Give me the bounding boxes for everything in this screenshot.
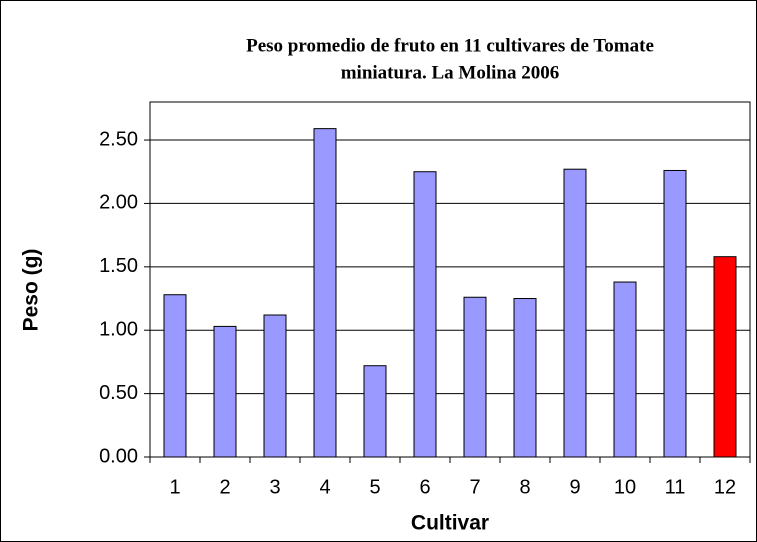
x-tick-label: 8 xyxy=(519,476,530,498)
bar xyxy=(263,314,287,458)
bar xyxy=(313,128,337,458)
x-tick-label: 2 xyxy=(219,476,230,498)
bar xyxy=(663,169,687,458)
bar xyxy=(363,365,387,458)
y-tick-label: 2.50 xyxy=(99,128,138,150)
bar xyxy=(613,281,637,458)
bar xyxy=(563,168,587,458)
bar xyxy=(513,298,537,458)
bar xyxy=(413,171,437,458)
x-tick-label: 5 xyxy=(369,476,380,498)
x-tick-label: 1 xyxy=(169,476,180,498)
x-tick-label: 7 xyxy=(469,476,480,498)
y-tick-label: 1.50 xyxy=(99,255,138,277)
x-tick-label: 10 xyxy=(614,476,636,498)
plot-area xyxy=(149,101,751,458)
x-tick-label: 4 xyxy=(319,476,330,498)
y-tick-label: 0.00 xyxy=(99,445,138,467)
y-tick-label: 1.00 xyxy=(99,318,138,340)
x-axis-title: Cultivar xyxy=(411,512,489,535)
x-tick-label: 3 xyxy=(269,476,280,498)
y-tick-label: 0.50 xyxy=(99,382,138,404)
x-tick-label: 11 xyxy=(665,476,686,498)
bar xyxy=(163,294,187,458)
x-tick-label: 12 xyxy=(714,476,736,498)
bar xyxy=(463,296,487,458)
x-tick-label: 9 xyxy=(569,476,580,498)
bar xyxy=(213,325,237,458)
x-tick-label: 6 xyxy=(419,476,430,498)
y-axis-title: Peso (g) xyxy=(20,249,43,332)
chart-subtitle: miniatura. La Molina 2006 xyxy=(341,62,560,83)
bar xyxy=(713,256,737,458)
y-tick-label: 2.00 xyxy=(99,192,138,214)
chart-title: Peso promedio de fruto en 11 cultivares … xyxy=(246,35,654,56)
